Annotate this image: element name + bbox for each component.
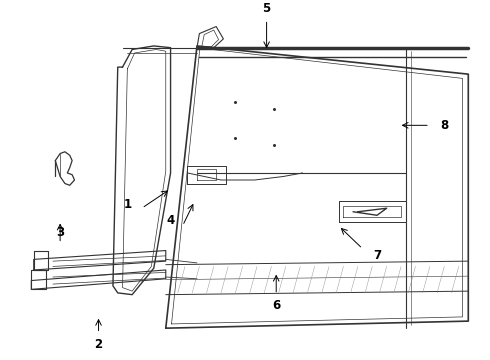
Text: 1: 1: [123, 198, 131, 211]
Text: 4: 4: [167, 214, 175, 227]
Text: 2: 2: [95, 338, 102, 351]
Text: 3: 3: [56, 226, 64, 239]
Text: 5: 5: [263, 3, 271, 15]
Text: 7: 7: [373, 249, 381, 262]
Text: 8: 8: [440, 119, 448, 132]
Text: 6: 6: [272, 299, 280, 312]
